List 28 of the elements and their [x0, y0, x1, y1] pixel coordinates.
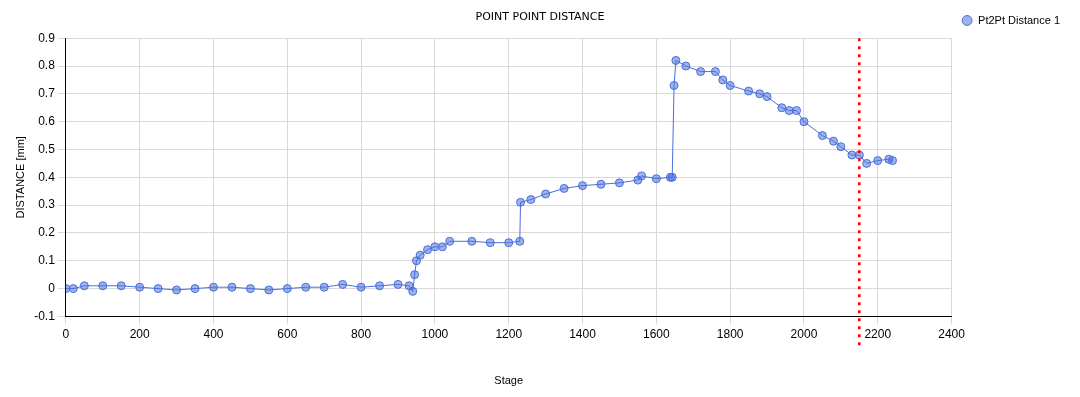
x-tick-label: 2000 [790, 326, 818, 341]
x-tick-label: 2200 [864, 326, 892, 341]
y-tick-label: 0.7 [38, 86, 56, 101]
x-tick-label: 2400 [938, 326, 966, 341]
y-tick-label: 0.4 [38, 169, 56, 184]
x-tick-label: 200 [129, 326, 151, 341]
legend-label: Pt2Pt Distance 1 [978, 13, 1061, 26]
x-tick-label: 1600 [642, 326, 671, 341]
y-tick-label: 0 [48, 280, 56, 295]
x-tick-label: 1000 [421, 326, 449, 341]
x-tick-label: 1800 [716, 326, 744, 341]
x-tick-label: 600 [277, 326, 298, 341]
x-tick-label: 400 [203, 326, 224, 341]
y-tick-label: 0.2 [38, 225, 56, 240]
x-tick-label: 1400 [569, 326, 597, 341]
y-tick-label: 0.8 [38, 58, 56, 73]
x-axis-title: Stage [494, 374, 524, 387]
y-axis-title: DISTANCE [mm] [13, 136, 26, 219]
y-tick-label: 0.9 [38, 30, 56, 45]
y-tick-label: -0.1 [34, 308, 56, 323]
y-tick-label: 0.5 [38, 141, 56, 156]
chart-title: POINT POINT DISTANCE [475, 10, 605, 24]
y-tick-label: 0.3 [38, 197, 56, 212]
x-tick-label: 0 [62, 326, 70, 341]
x-tick-label: 1200 [495, 326, 523, 341]
y-tick-label: 0.6 [38, 113, 56, 128]
x-tick-label: 800 [351, 326, 372, 341]
y-tick-label: 0.1 [38, 253, 56, 268]
